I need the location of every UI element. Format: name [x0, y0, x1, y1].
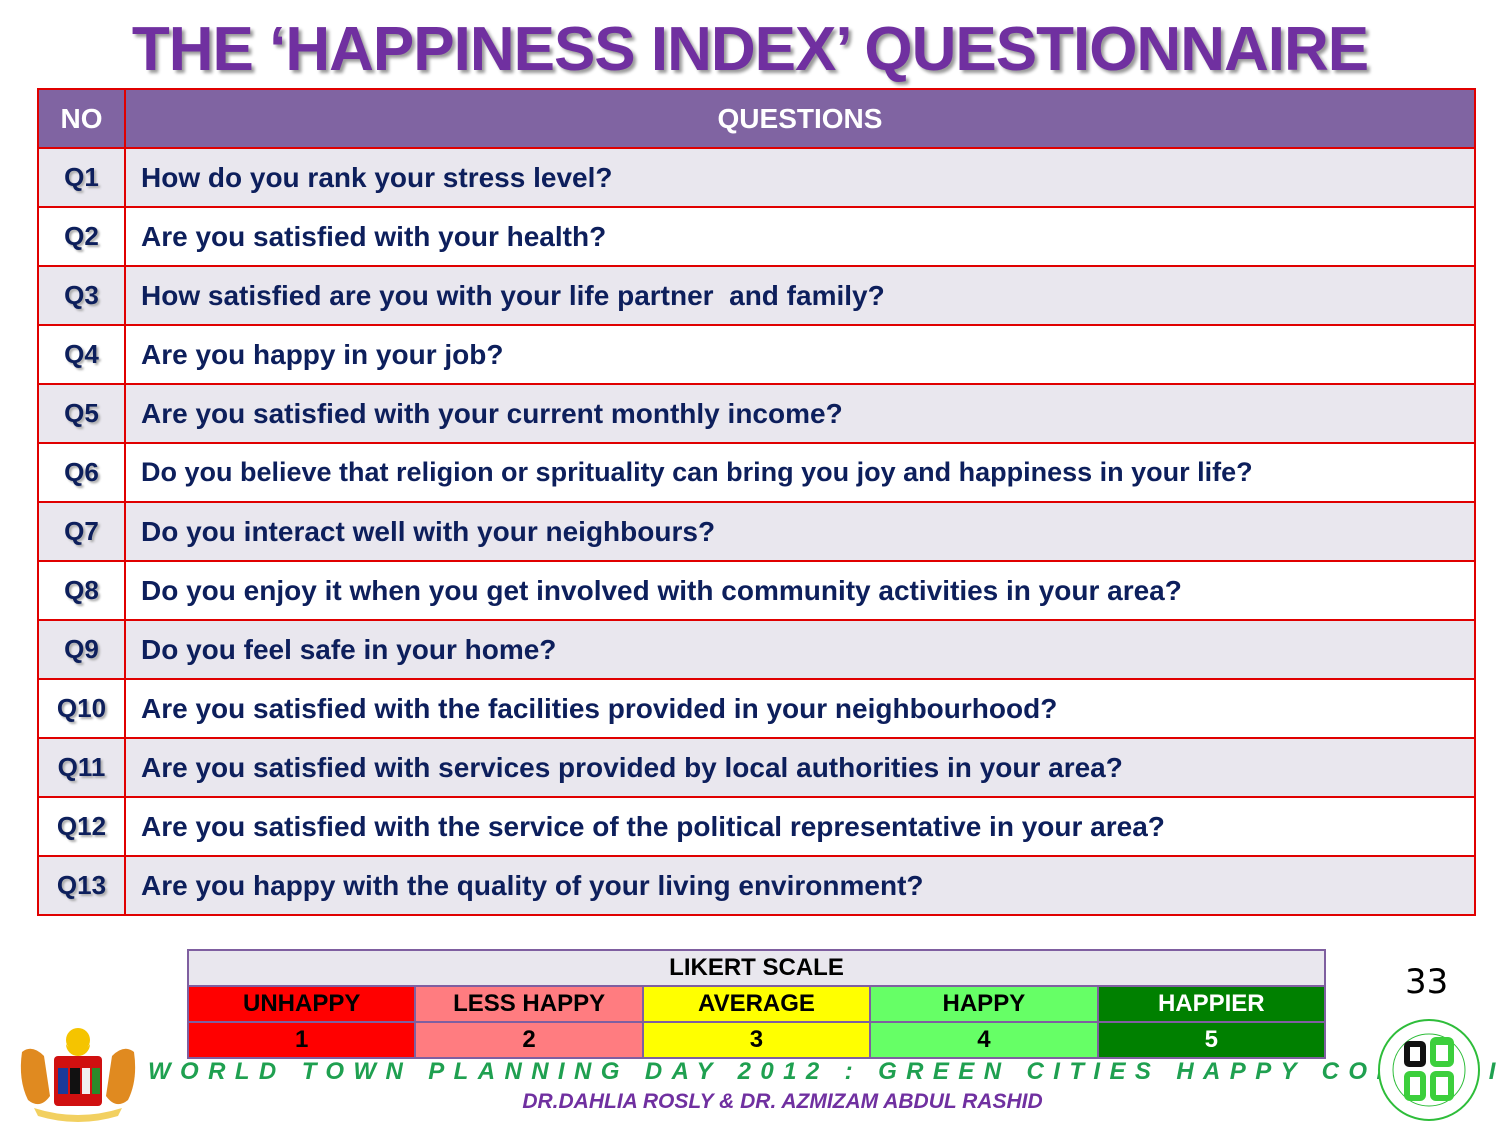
likert-values-row: 1 2 3 4 5 — [186, 1021, 1327, 1059]
question-number: Q12 — [37, 796, 126, 857]
table-row: Q10 Are you satisfied with the facilities… — [37, 678, 1476, 739]
question-text: Are you happy with the quality of your l… — [124, 855, 1476, 916]
table-row: Q8 Do you enjoy it when you get involved … — [37, 560, 1476, 621]
question-number: Q11 — [37, 737, 126, 798]
slide-title: THE ‘HAPPINESS INDEX’ QUESTIONNAIRE — [131, 15, 1369, 84]
likert-label-average: AVERAGE — [641, 985, 872, 1023]
jpbd-logo-icon — [1378, 1019, 1480, 1121]
question-text: Do you feel safe in your home? — [124, 619, 1476, 680]
likert-value-5: 5 — [1096, 1021, 1327, 1059]
likert-labels-row: UNHAPPY LESS HAPPY AVERAGE HAPPY HAPPIER — [186, 985, 1327, 1023]
question-text: Are you satisfied with services provided… — [124, 737, 1476, 798]
likert-label-unhappy: UNHAPPY — [186, 985, 417, 1023]
question-number: Q13 — [37, 855, 126, 916]
question-number: Q8 — [37, 560, 126, 621]
table-row: Q2 Are you satisfied with your health? — [37, 206, 1476, 267]
question-number: Q3 — [37, 265, 126, 326]
likert-label-happy: HAPPY — [869, 985, 1099, 1023]
questions-table: NO QUESTIONS Q1 How do you rank your stre… — [37, 88, 1476, 916]
likert-value-4: 4 — [869, 1021, 1099, 1059]
table-row: Q5 Are you satisfied with your current mo… — [37, 383, 1476, 444]
question-text: Are you satisfied with your current mont… — [124, 383, 1476, 444]
question-number: Q4 — [37, 324, 126, 385]
question-number: Q1 — [37, 147, 126, 208]
question-number: Q10 — [37, 678, 126, 739]
table-row: Q13 Are you happy with the quality of you… — [37, 855, 1476, 916]
question-number: Q5 — [37, 383, 126, 444]
table-header-row: NO QUESTIONS — [37, 88, 1476, 149]
likert-scale-table: LIKERT SCALE UNHAPPY LESS HAPPY AVERAGE … — [186, 949, 1327, 1059]
header-questions: QUESTIONS — [124, 88, 1476, 149]
question-number: Q2 — [37, 206, 126, 267]
table-row: Q11 Are you satisfied with services provi… — [37, 737, 1476, 798]
likert-value-2: 2 — [414, 1021, 644, 1059]
table-row: Q1 How do you rank your stress level? — [37, 147, 1476, 208]
likert-label-less-happy: LESS HAPPY — [414, 985, 644, 1023]
malaysia-coat-of-arms-icon — [20, 1028, 136, 1122]
table-row: Q7 Do you interact well with your neighbo… — [37, 501, 1476, 562]
page-number: 33 — [1405, 962, 1449, 1002]
header-no: NO — [37, 88, 126, 149]
question-number: Q6 — [37, 442, 126, 503]
question-text: Do you enjoy it when you get involved wi… — [124, 560, 1476, 621]
question-text: Are you happy in your job? — [124, 324, 1476, 385]
question-text: Are you satisfied with the service of th… — [124, 796, 1476, 857]
question-text: Do you believe that religion or spritual… — [124, 442, 1476, 503]
likert-value-1: 1 — [186, 1021, 417, 1059]
table-row: Q3 How satisfied are you with your life p… — [37, 265, 1476, 326]
question-number: Q7 — [37, 501, 126, 562]
table-row: Q6 Do you believe that religion or spritu… — [37, 442, 1476, 503]
question-text: How satisfied are you with your life par… — [124, 265, 1476, 326]
likert-value-3: 3 — [641, 1021, 872, 1059]
question-text: Are you satisfied with the facilities pr… — [124, 678, 1476, 739]
table-row: Q12 Are you satisfied with the service of… — [37, 796, 1476, 857]
question-text: Do you interact well with your neighbour… — [124, 501, 1476, 562]
question-number: Q9 — [37, 619, 126, 680]
authors-credit: DR.DAHLIA ROSLY & DR. AZMIZAM ABDUL RASH… — [522, 1090, 1043, 1113]
question-text: How do you rank your stress level? — [124, 147, 1476, 208]
table-row: Q9 Do you feel safe in your home? — [37, 619, 1476, 680]
event-banner: WORLD TOWN PLANNING DAY 2012 : GREEN CIT… — [148, 1058, 1500, 1085]
likert-scale-title: LIKERT SCALE — [187, 949, 1326, 987]
table-row: Q4 Are you happy in your job? — [37, 324, 1476, 385]
likert-label-happier: HAPPIER — [1096, 985, 1327, 1023]
question-text: Are you satisfied with your health? — [124, 206, 1476, 267]
